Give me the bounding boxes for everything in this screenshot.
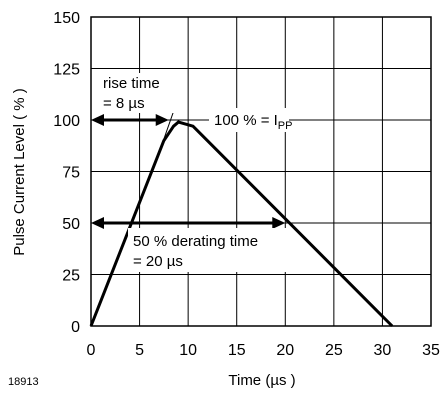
- x-tick-label: 20: [276, 342, 294, 359]
- grid-lines: [91, 17, 431, 326]
- arrow-head-right: [272, 217, 286, 229]
- x-axis-label: Time (µs ): [228, 372, 295, 389]
- x-tick-labels: 0 5 10 15 20 25 30 35: [87, 342, 440, 359]
- arrow-head-left: [91, 217, 104, 229]
- y-tick-label: 75: [62, 165, 80, 182]
- x-tick-label: 35: [422, 342, 440, 359]
- y-tick-label: 50: [62, 216, 80, 233]
- y-tick-label: 25: [62, 268, 80, 285]
- derating-time-label-line2: = 20 µs: [133, 253, 183, 270]
- x-tick-label: 0: [87, 342, 96, 359]
- arrow-head-left: [91, 114, 104, 126]
- y-tick-label: 100: [53, 113, 80, 130]
- label-backdrop-ipp: [209, 108, 289, 132]
- rise-time-label-line2: = 8 µs: [103, 95, 145, 112]
- x-tick-label: 10: [179, 342, 197, 359]
- time-arrows: [91, 114, 286, 229]
- y-tick-label: 150: [53, 10, 80, 27]
- label-backdrop-rise: [97, 73, 185, 113]
- pulse-waveform-line: [89, 120, 394, 328]
- x-tick-label: 30: [374, 342, 392, 359]
- ipp-label: 100 % = IPP: [214, 112, 292, 132]
- y-tick-label: 0: [71, 319, 80, 336]
- label-backdrop-derating: [128, 228, 292, 272]
- y-tick-label: 125: [53, 62, 80, 79]
- rise-time-label-line1: rise time: [103, 75, 160, 92]
- ipp-label-subscript: PP: [278, 120, 293, 132]
- y-axis-label: Pulse Current Level ( % ): [11, 88, 28, 256]
- x-tick-label: 15: [228, 342, 246, 359]
- arrow-head-right: [155, 114, 169, 126]
- y-tick-labels: 0 25 50 75 100 125 150: [53, 10, 80, 336]
- derating-time-label-line1: 50 % derating time: [133, 233, 258, 250]
- plot-frame: [90, 16, 432, 327]
- ipp-label-main: 100 % = I: [214, 112, 278, 129]
- x-tick-label: 5: [135, 342, 144, 359]
- figure-number: 18913: [8, 376, 39, 388]
- x-tick-label: 25: [325, 342, 343, 359]
